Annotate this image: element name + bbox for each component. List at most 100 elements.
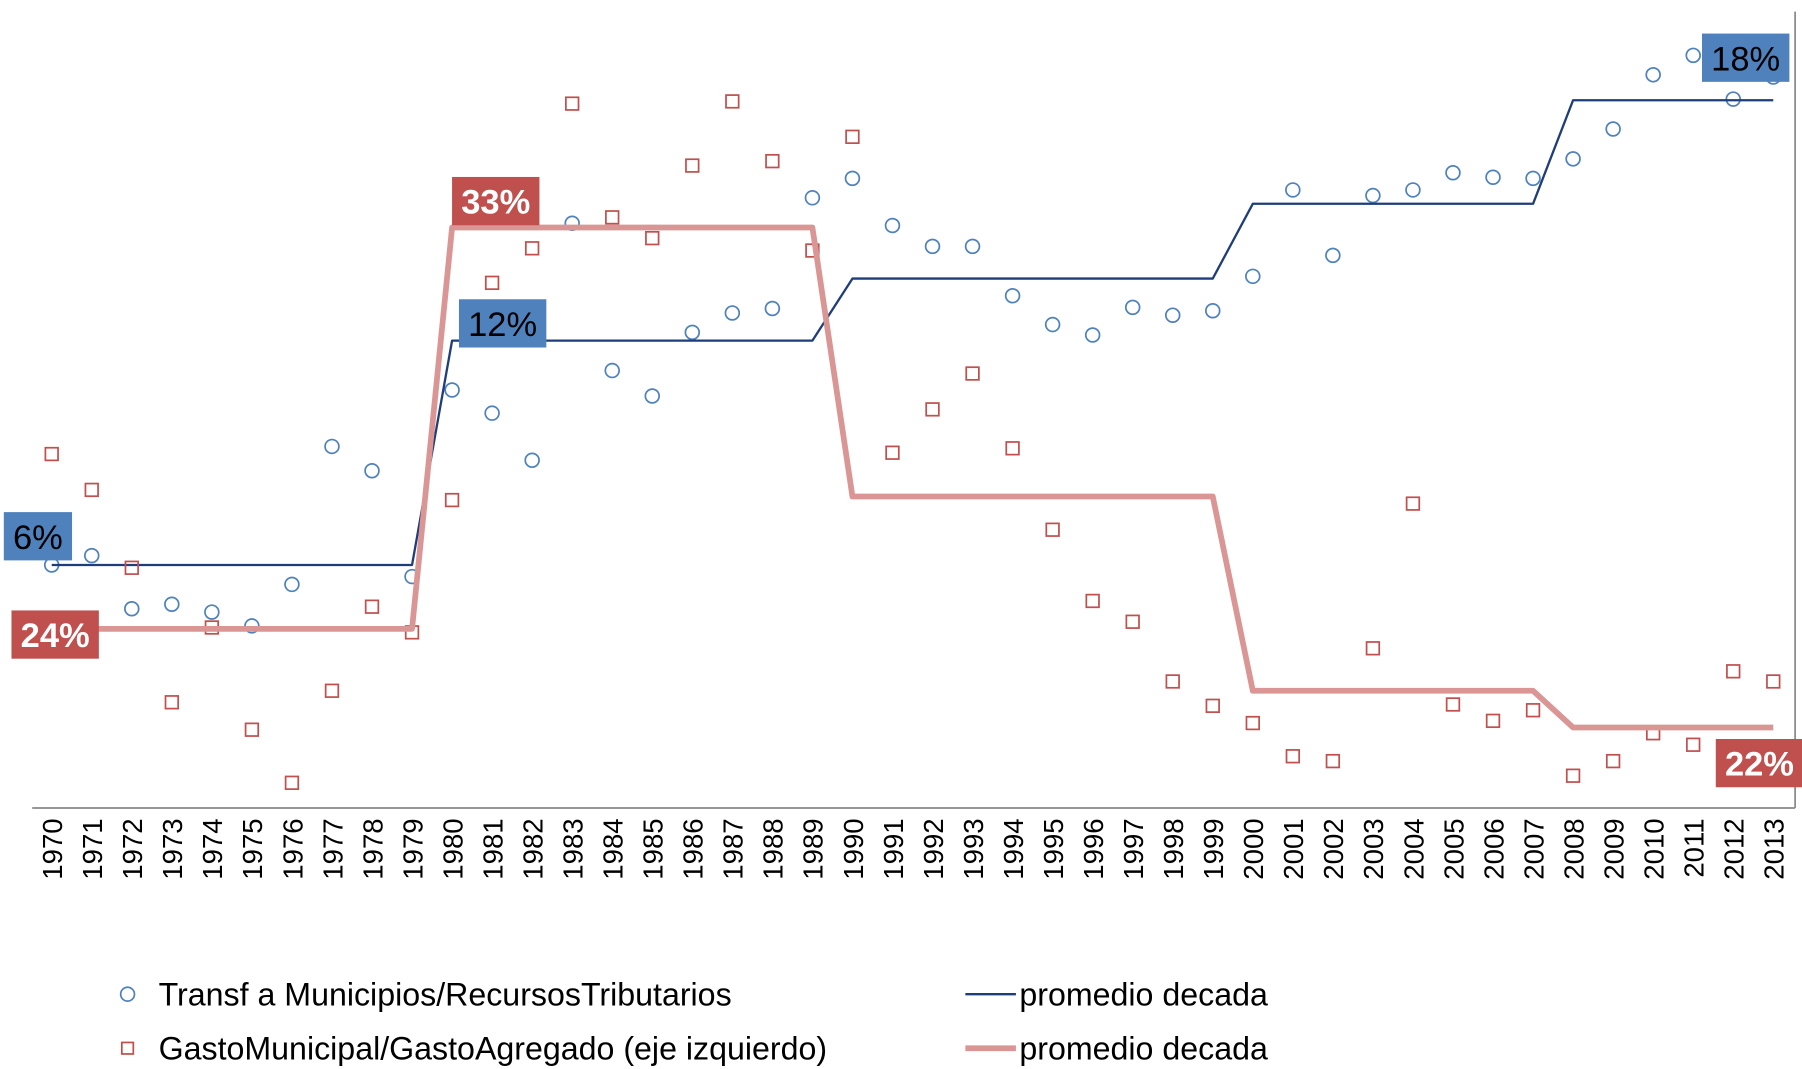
x-tick-label: 1987 (718, 818, 749, 879)
legend-swatch (119, 986, 136, 1002)
point (1164, 307, 1181, 323)
point (1165, 674, 1180, 689)
x-tick-label: 1975 (237, 818, 268, 879)
point (324, 438, 340, 455)
data-label-box (1701, 33, 1790, 82)
point (605, 210, 620, 225)
point (1004, 288, 1021, 304)
x-tick-label: 1983 (558, 818, 589, 879)
x-tick-label: 1974 (197, 818, 228, 879)
point (1605, 121, 1621, 137)
point (1045, 522, 1060, 537)
x-tick-label: 1970 (37, 818, 68, 879)
point (1565, 151, 1581, 167)
x-tick-label: 1977 (317, 818, 348, 879)
legend-label: promedio decada (1019, 977, 1268, 1013)
x-tick-label: 1982 (517, 818, 548, 879)
point (1525, 170, 1541, 187)
point (1565, 768, 1581, 783)
point (1205, 698, 1220, 713)
point (845, 129, 860, 144)
x-tick-label: 1985 (638, 818, 669, 879)
point (1365, 187, 1381, 204)
x-tick-label: 1976 (277, 818, 308, 879)
x-tick-label: 2003 (1358, 818, 1389, 879)
legend-item: GastoMunicipal/GastoAgregado (eje izquie… (120, 1031, 828, 1067)
point (1245, 268, 1261, 285)
x-tick-label: 1981 (477, 818, 508, 879)
legend-item: promedio decada (965, 1031, 1268, 1067)
point (724, 305, 741, 321)
point (885, 445, 900, 460)
x-tick-label: 2000 (1238, 818, 1269, 879)
point (244, 722, 260, 737)
point (1325, 247, 1341, 264)
x-tick-label: 1988 (758, 818, 789, 879)
data-label: 6% (13, 519, 63, 557)
point (1084, 327, 1101, 343)
point (84, 482, 99, 498)
x-tick-label: 1990 (838, 818, 869, 879)
point (83, 547, 100, 564)
data-label: 33% (461, 184, 530, 222)
point (364, 599, 380, 614)
data-label-box (1715, 738, 1802, 788)
point (1445, 164, 1461, 181)
x-tick-label: 2012 (1719, 818, 1750, 879)
point (684, 324, 701, 341)
legend-swatch (120, 1041, 135, 1055)
x-tick-label: 1993 (958, 818, 989, 879)
avg-line (51, 99, 1774, 567)
x-tick-label: 2008 (1558, 818, 1589, 879)
point (1726, 664, 1741, 679)
point (524, 241, 540, 256)
x-tick-label: 1994 (998, 818, 1029, 879)
x-tick-label: 1980 (437, 818, 468, 879)
point (644, 388, 661, 404)
point (764, 300, 781, 317)
legend-label: GastoMunicipal/GastoAgregado (eje izquie… (159, 1031, 828, 1067)
point (1205, 302, 1221, 319)
point (685, 158, 700, 173)
point (44, 446, 59, 462)
point (444, 382, 460, 398)
data-label-box (452, 176, 540, 226)
x-tick-label: 2010 (1639, 818, 1670, 879)
legend-item: promedio decada (965, 977, 1268, 1013)
avg-line (51, 224, 1774, 731)
point (1044, 316, 1061, 333)
point (1485, 169, 1501, 185)
point (1285, 749, 1301, 764)
x-tick-label: 1991 (878, 818, 909, 879)
point (1285, 182, 1301, 198)
x-tick-label: 1989 (798, 818, 829, 879)
data-label-box (11, 610, 99, 659)
point (1405, 496, 1421, 511)
point (324, 683, 340, 698)
point (645, 230, 660, 246)
x-tick-label: 1972 (117, 818, 148, 879)
point (1124, 299, 1141, 316)
data-label: 18% (1711, 40, 1780, 78)
point (524, 452, 540, 469)
point (964, 238, 981, 255)
point (765, 153, 780, 169)
point (1365, 641, 1381, 656)
point (804, 190, 821, 206)
point (1685, 47, 1701, 64)
point (164, 695, 180, 710)
point (1686, 737, 1701, 752)
point (725, 94, 740, 109)
data-label-box (3, 512, 73, 561)
point (1605, 753, 1621, 769)
point (1245, 715, 1260, 731)
point (884, 217, 901, 234)
point (484, 275, 500, 291)
point (444, 492, 460, 508)
x-tick-label: 1979 (397, 818, 428, 879)
point (484, 405, 500, 421)
point (1325, 753, 1341, 769)
x-tick-label: 2001 (1278, 818, 1309, 879)
x-tick-label: 2009 (1598, 818, 1629, 879)
